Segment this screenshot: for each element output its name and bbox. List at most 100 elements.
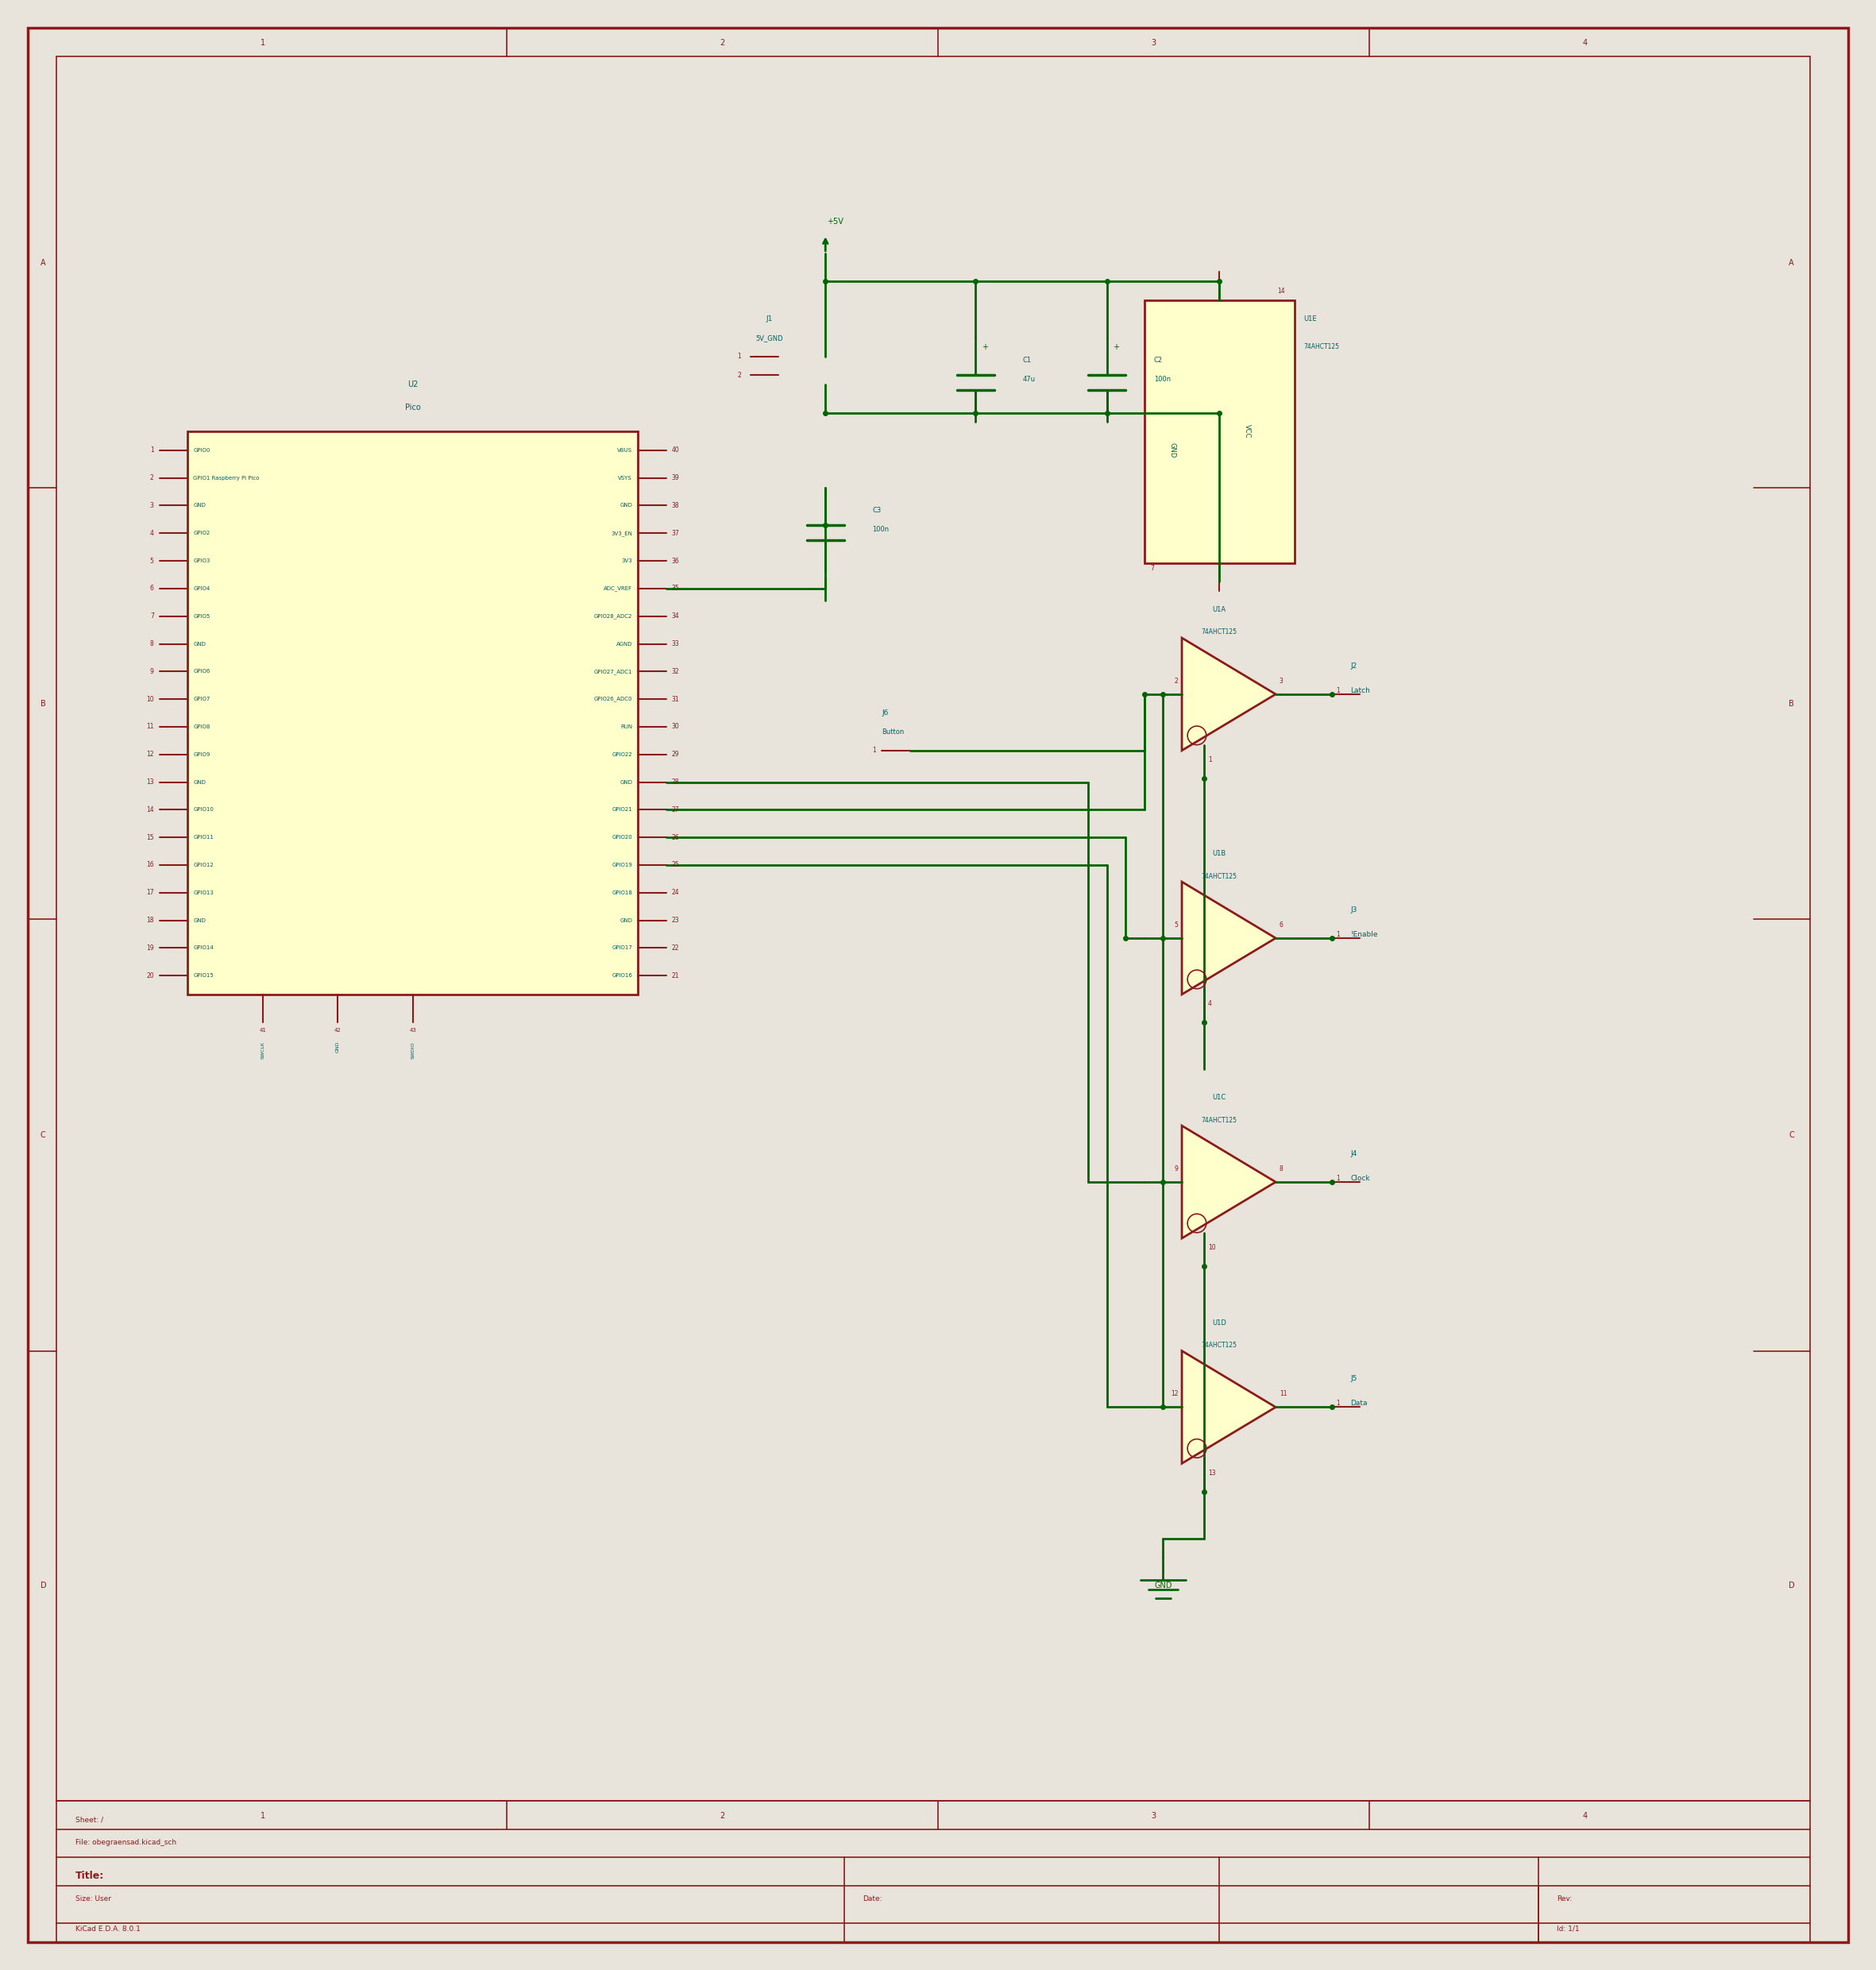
Text: GPIO2: GPIO2 [193,530,210,536]
Polygon shape [1182,638,1276,751]
Text: GPIO1 Raspberry Pi Pico: GPIO1 Raspberry Pi Pico [193,475,259,481]
Text: 1: 1 [737,353,741,361]
Text: 30: 30 [672,723,679,731]
Text: 1: 1 [1208,756,1212,764]
Text: !Enable: !Enable [1351,930,1379,938]
Text: 6: 6 [150,585,154,593]
Text: J2: J2 [1351,662,1356,670]
Text: 3: 3 [1152,1812,1156,1820]
Text: 2: 2 [150,475,154,481]
Text: 1: 1 [872,747,876,755]
Text: 3: 3 [150,502,154,508]
Text: 2: 2 [720,1812,724,1820]
Text: 1: 1 [261,1812,265,1820]
Text: GPIO17: GPIO17 [612,946,632,950]
Polygon shape [1182,1351,1276,1464]
Text: 25: 25 [672,861,679,869]
Text: 28: 28 [672,778,679,786]
Text: A: A [1790,258,1793,266]
Text: Size: User: Size: User [75,1895,111,1903]
Text: GPIO3: GPIO3 [193,559,210,563]
Text: 3: 3 [1279,678,1283,686]
Text: 26: 26 [672,833,679,841]
Text: 33: 33 [672,640,679,648]
Text: 100n: 100n [872,526,889,532]
Text: 1: 1 [1336,1174,1339,1182]
Text: U1C: U1C [1212,1093,1227,1101]
Text: 29: 29 [672,751,679,758]
Text: GPIO7: GPIO7 [193,697,210,701]
Text: J1: J1 [765,315,773,323]
Text: 74AHCT125: 74AHCT125 [1304,343,1339,351]
Text: 74AHCT125: 74AHCT125 [1201,1117,1238,1123]
Text: 9: 9 [1174,1166,1178,1172]
Text: 5: 5 [150,558,154,565]
Bar [188,431,638,995]
Text: GND: GND [1154,1582,1172,1590]
Text: GPIO26_ADC0: GPIO26_ADC0 [593,697,632,701]
Text: 35: 35 [672,585,679,593]
Text: GND: GND [619,780,632,784]
Text: 1: 1 [261,39,265,47]
Text: J3: J3 [1351,906,1358,914]
Text: 1: 1 [150,447,154,453]
Text: 38: 38 [672,502,679,508]
Text: 21: 21 [672,971,679,979]
Text: GPIO5: GPIO5 [193,615,210,619]
Text: GPIO18: GPIO18 [612,890,632,894]
Text: GND: GND [1169,443,1176,457]
Text: GND: GND [193,502,206,508]
Text: 19: 19 [146,944,154,952]
Text: GPIO6: GPIO6 [193,670,210,674]
Text: GND: GND [619,918,632,922]
Text: 16: 16 [146,861,154,869]
Text: 39: 39 [672,475,679,481]
Text: 24: 24 [672,888,679,896]
Text: J6: J6 [882,709,889,717]
Text: 1: 1 [1336,1401,1339,1407]
Text: 43: 43 [409,1028,416,1032]
Text: B: B [1790,699,1793,707]
Text: 10: 10 [146,695,154,703]
Text: Date:: Date: [863,1895,882,1903]
Text: 14: 14 [146,806,154,814]
Polygon shape [1182,883,1276,995]
Text: 4: 4 [1583,1812,1587,1820]
Text: GPIO27_ADC1: GPIO27_ADC1 [593,668,632,674]
Text: GND: GND [619,502,632,508]
Text: Title:: Title: [75,1872,103,1881]
Text: GPIO13: GPIO13 [193,890,214,894]
Text: U1E: U1E [1304,315,1317,323]
Text: 14: 14 [1278,288,1285,294]
Text: Sheet: /: Sheet: / [75,1816,103,1824]
Text: 10: 10 [1208,1245,1216,1251]
Text: 2: 2 [720,39,724,47]
Text: 3V3_EN: 3V3_EN [612,530,632,536]
Text: GPIO4: GPIO4 [193,587,210,591]
Text: 11: 11 [146,723,154,731]
Text: File: obegraensad.kicad_sch: File: obegraensad.kicad_sch [75,1838,176,1846]
Text: GPIO20: GPIO20 [612,835,632,839]
Text: RUN: RUN [621,725,632,729]
Text: ADC_VREF: ADC_VREF [604,585,632,591]
Text: Button: Button [882,729,904,735]
Text: 74AHCT125: 74AHCT125 [1201,873,1238,881]
Text: D: D [1788,1582,1795,1590]
Text: GPIO21: GPIO21 [612,808,632,812]
Text: VBUS: VBUS [617,447,632,453]
Text: 9: 9 [150,668,154,676]
Text: 7: 7 [150,613,154,621]
Text: J4: J4 [1351,1150,1356,1158]
Text: AGND: AGND [615,642,632,646]
Text: U1B: U1B [1212,851,1227,857]
Bar [56,57,1810,1801]
Text: GPIO0: GPIO0 [193,447,210,453]
Text: +5V: +5V [827,217,842,225]
Text: 8: 8 [1279,1166,1283,1172]
Text: GPIO11: GPIO11 [193,835,214,839]
Text: 12: 12 [1171,1391,1178,1397]
Text: GPIO19: GPIO19 [612,863,632,867]
Text: D: D [39,1582,47,1590]
Text: +: + [981,343,989,351]
Text: 18: 18 [146,916,154,924]
